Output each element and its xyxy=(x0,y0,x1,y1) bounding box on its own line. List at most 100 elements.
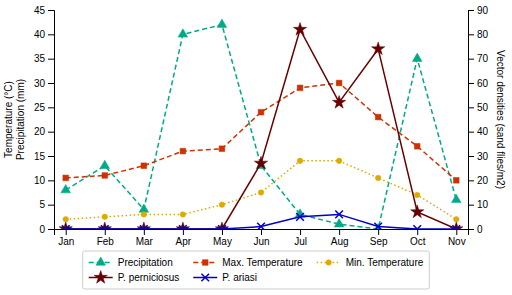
x-tick-label: Apr xyxy=(176,236,192,247)
legend-marker xyxy=(96,257,106,265)
y-tick-mark xyxy=(48,107,54,108)
marker xyxy=(293,22,306,35)
y2-tick-mark xyxy=(468,59,474,60)
x-tick-mark xyxy=(456,229,457,235)
y-tick: 5 xyxy=(39,199,54,210)
marker xyxy=(334,219,344,227)
marker xyxy=(63,175,69,181)
series-line xyxy=(66,161,457,219)
marker xyxy=(140,225,148,229)
marker xyxy=(178,29,188,37)
y-tick-mark xyxy=(48,83,54,84)
x-tick-label: Jun xyxy=(253,236,269,247)
series-layer xyxy=(59,19,463,229)
series xyxy=(62,211,460,229)
x-tick-label: Jan xyxy=(58,236,74,247)
y2-tick-label: 10 xyxy=(477,199,489,210)
y-tick-label: 25 xyxy=(34,102,46,113)
x-tick: Mar xyxy=(136,229,154,247)
y2-tick-label: 60 xyxy=(477,78,489,89)
y2-tick-mark xyxy=(468,229,474,230)
y-tick: 25 xyxy=(34,102,54,113)
series xyxy=(61,19,461,229)
marker xyxy=(257,223,265,229)
y2-axis: 0102030405060708090 xyxy=(468,5,489,235)
y2-tick: 50 xyxy=(468,102,489,113)
legend-label: P. ariasi xyxy=(222,272,257,283)
marker xyxy=(411,205,424,218)
marker xyxy=(375,114,381,120)
y2-tick-label: 50 xyxy=(477,102,489,113)
axis-line xyxy=(469,11,475,230)
marker xyxy=(139,204,149,212)
x-tick-mark xyxy=(105,229,106,235)
y-tick-label: 45 xyxy=(34,5,46,16)
x-axis: JanFebMarAprMayJunJulAugSepOctNov xyxy=(55,229,469,247)
marker xyxy=(98,222,111,229)
y2-tick-mark xyxy=(468,83,474,84)
y2-tick-mark xyxy=(468,107,474,108)
x-tick: Nov xyxy=(448,229,466,247)
marker xyxy=(412,53,422,61)
axis-line xyxy=(48,11,55,230)
x-tick-label: Aug xyxy=(331,236,349,247)
y2-tick-mark xyxy=(468,10,474,11)
x-tick-label: Mar xyxy=(136,236,154,247)
chart: JanFebMarAprMayJunJulAugSepOctNov0510152… xyxy=(0,0,512,295)
x-tick-label: Jul xyxy=(294,236,307,247)
y-tick-mark xyxy=(48,156,54,157)
y-tick: 20 xyxy=(34,126,54,137)
y2-tick-label: 30 xyxy=(477,151,489,162)
y2-tick: 0 xyxy=(468,224,483,235)
legend-marker xyxy=(94,271,107,284)
marker xyxy=(336,80,342,86)
marker xyxy=(180,212,186,218)
axis-line xyxy=(55,230,469,236)
plot-area: JanFebMarAprMayJunJulAugSepOctNov0510152… xyxy=(34,5,489,247)
legend-item: P. ariasi xyxy=(193,272,257,283)
marker xyxy=(374,223,382,229)
marker xyxy=(59,222,72,229)
x-tick: Apr xyxy=(176,229,192,247)
y2-axis-title: Vector densities (sand flies/m2) xyxy=(495,50,506,189)
y2-tick-mark xyxy=(468,132,474,133)
series-line xyxy=(66,29,457,229)
legend-item: Min. Temperature xyxy=(317,257,424,268)
y-axis-title: Temperature (°C)Precipitation (mm) xyxy=(3,79,26,160)
marker xyxy=(102,173,108,179)
y2-tick: 70 xyxy=(468,53,489,64)
x-tick: Jul xyxy=(294,229,307,247)
y-tick-label: 40 xyxy=(34,29,46,40)
marker xyxy=(452,225,460,229)
marker xyxy=(102,214,108,220)
y-tick-mark xyxy=(48,10,54,11)
x-tick-mark xyxy=(222,229,223,235)
y-tick: 40 xyxy=(34,29,54,40)
legend-marker xyxy=(326,260,332,266)
y2-tick-label: 0 xyxy=(477,224,483,235)
marker xyxy=(141,163,147,169)
marker xyxy=(215,222,228,229)
y-tick-mark xyxy=(48,229,54,230)
y2-tick-mark xyxy=(468,180,474,181)
marker xyxy=(414,143,420,149)
legend-marker xyxy=(201,274,209,282)
marker xyxy=(372,42,385,55)
marker xyxy=(297,158,303,164)
y-tick-mark xyxy=(48,59,54,60)
legend-item: Precipitation xyxy=(89,257,173,268)
legend-item: Max. Temperature xyxy=(193,257,303,268)
x-tick-label: Nov xyxy=(448,236,466,247)
y-tick-label: 15 xyxy=(34,151,46,162)
x-tick: May xyxy=(213,229,232,247)
x-tick: Jun xyxy=(253,229,269,247)
marker xyxy=(62,225,70,229)
y2-tick-label: 70 xyxy=(477,53,489,64)
y2-tick-label: 80 xyxy=(477,29,489,40)
marker xyxy=(218,225,226,229)
x-tick: Sep xyxy=(370,229,388,247)
y2-tick-label: 40 xyxy=(477,126,489,137)
legend-item: P. perniciosus xyxy=(89,271,180,284)
x-tick-label: May xyxy=(213,236,232,247)
x-tick-label: Sep xyxy=(370,236,388,247)
